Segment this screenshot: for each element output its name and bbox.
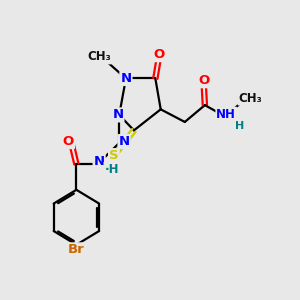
Text: O: O <box>198 74 209 87</box>
Text: N: N <box>112 108 123 122</box>
Text: O: O <box>154 48 165 61</box>
Text: ·H: ·H <box>104 163 119 176</box>
Text: Br: Br <box>68 243 85 256</box>
Text: H: H <box>235 121 244 131</box>
Text: CH₃: CH₃ <box>238 92 262 105</box>
Text: O: O <box>63 135 74 148</box>
Text: S: S <box>109 149 119 162</box>
Text: NH: NH <box>216 108 236 121</box>
Text: N: N <box>118 135 130 148</box>
Text: CH₃: CH₃ <box>87 50 111 63</box>
Text: N: N <box>94 155 105 168</box>
Text: N: N <box>120 72 131 85</box>
